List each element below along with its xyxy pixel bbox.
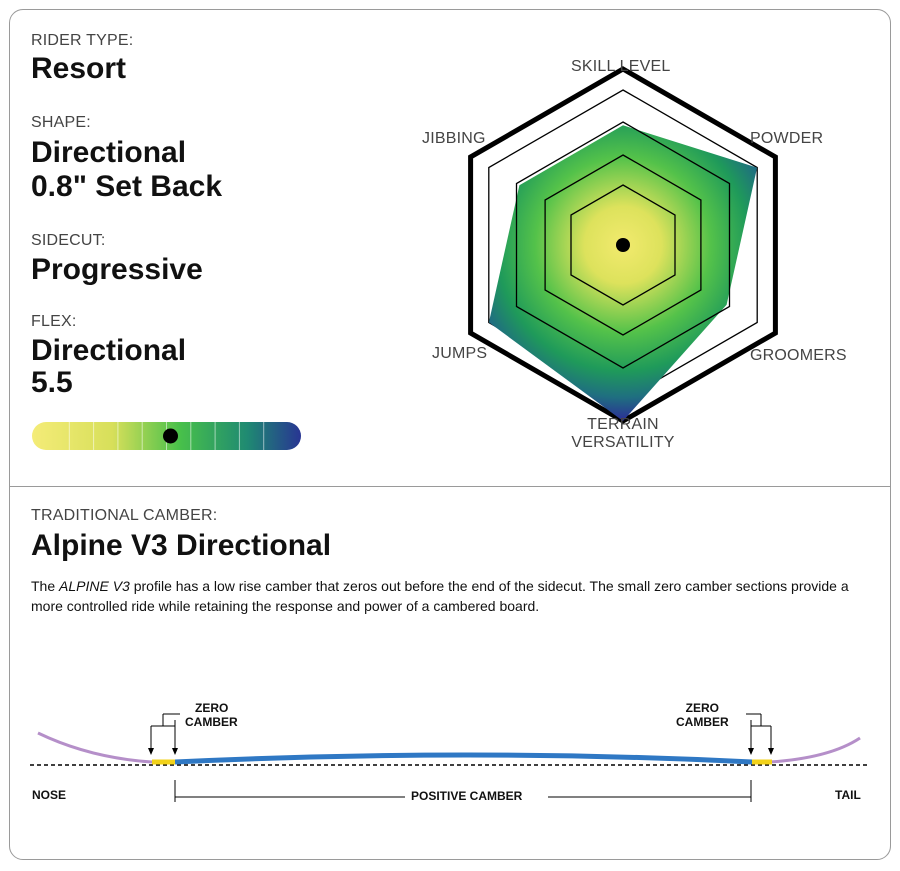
camber-profile-diagram [30, 713, 868, 802]
radar-grid-ring [544, 154, 702, 336]
flex-label: FLEX: [31, 313, 77, 330]
sidecut-value: Progressive [31, 253, 203, 286]
positive-camber-line [174, 752, 753, 765]
ride-radar-chart [468, 66, 778, 424]
spec-card [9, 9, 891, 860]
arrow-head [172, 748, 178, 755]
radar-value-area [488, 125, 758, 422]
radar-center-dot [616, 238, 630, 252]
rider-type-label: RIDER TYPE: [31, 32, 134, 49]
zero-camber-label-nose: ZERO CAMBER [185, 701, 238, 729]
positive-camber-label: POSITIVE CAMBER [411, 789, 523, 803]
tail-label: TAIL [835, 788, 861, 802]
arrow-head [148, 748, 154, 755]
shape-value-line2: 0.8" Set Back [31, 170, 223, 203]
section-divider [9, 486, 891, 487]
axis-label-skill-level: SKILL LEVEL [571, 58, 671, 75]
axis-label-groomers: GROOMERS [750, 347, 847, 364]
camber-profile-name: Alpine V3 Directional [31, 529, 332, 562]
arrow-head [768, 748, 774, 755]
flex-marker [163, 428, 178, 444]
flex-value-line2: 5.5 [31, 366, 73, 399]
axis-label-powder: POWDER [750, 130, 824, 147]
axis-label-jibbing: JIBBING [422, 130, 486, 147]
axis-label-terrain-versatility: TERRAIN VERSATILITY [571, 416, 675, 451]
zero-camber-label-tail: ZERO CAMBER [676, 701, 729, 729]
radar-grid-ring [570, 184, 676, 306]
camber-type-label: TRADITIONAL CAMBER: [31, 507, 218, 524]
sidecut-label: SIDECUT: [31, 232, 106, 249]
axis-label-jumps: JUMPS [432, 345, 488, 362]
nose-rise [37, 731, 153, 764]
shape-value-line1: Directional [31, 136, 187, 169]
rider-type-value: Resort [31, 52, 127, 85]
arrow-head [748, 748, 754, 755]
shape-label: SHAPE: [31, 114, 91, 131]
flex-value-line1: Directional [31, 334, 187, 367]
flex-scale-bar [32, 422, 301, 450]
nose-label: NOSE [32, 788, 67, 802]
radar-grid-ring [515, 121, 731, 369]
camber-description: The ALPINE V3 profile has a low rise cam… [31, 578, 849, 614]
flex-scale-ticks [68, 422, 265, 450]
tail-rise [769, 736, 861, 764]
